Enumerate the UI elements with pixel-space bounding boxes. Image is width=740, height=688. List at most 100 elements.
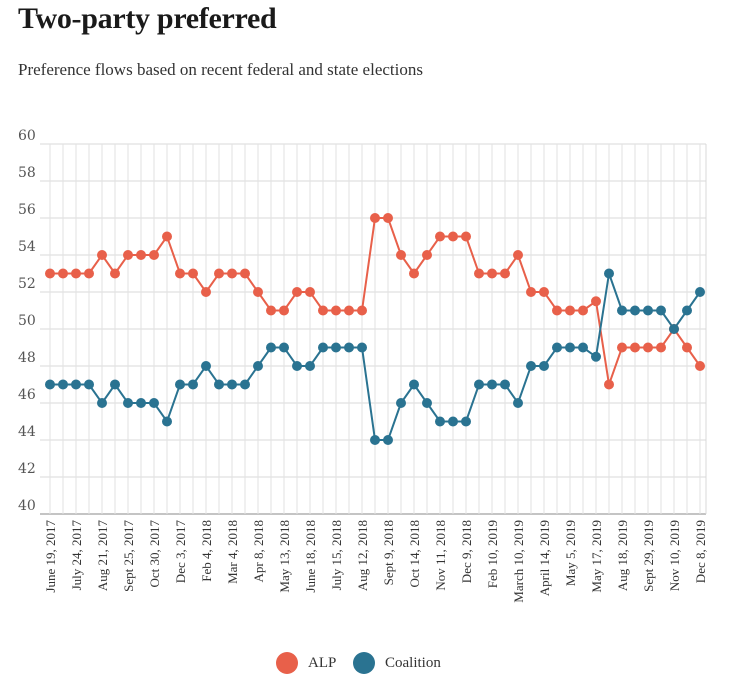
data-point-coalition xyxy=(318,342,328,353)
data-point-alp xyxy=(396,250,406,260)
data-point-coalition xyxy=(565,342,575,353)
data-point-coalition xyxy=(383,435,393,445)
data-point-coalition xyxy=(422,398,432,408)
data-point-alp xyxy=(110,268,120,279)
data-point-alp xyxy=(461,231,471,242)
x-tick-label: Aug 12, 2018 xyxy=(355,520,370,591)
x-tick-label: Dec 3, 2017 xyxy=(173,520,188,584)
data-point-coalition xyxy=(136,398,146,408)
y-tick-label: 40 xyxy=(18,498,36,514)
x-tick-label: July 15, 2018 xyxy=(329,520,344,590)
data-point-coalition xyxy=(331,342,341,353)
data-point-coalition xyxy=(656,305,666,316)
data-point-coalition xyxy=(240,379,250,390)
chart-title: Two-party preferred xyxy=(18,2,277,35)
data-point-coalition xyxy=(461,416,471,427)
data-point-alp xyxy=(409,268,419,279)
x-tick-label: March 10, 2019 xyxy=(511,520,526,603)
data-point-coalition xyxy=(357,342,367,353)
data-point-coalition xyxy=(201,361,211,371)
x-tick-label: Apr 8, 2018 xyxy=(251,520,266,582)
data-point-alp xyxy=(149,250,159,260)
data-point-alp xyxy=(526,287,536,297)
x-tick-label: Sept 25, 2017 xyxy=(121,520,136,592)
data-point-coalition xyxy=(58,379,68,390)
data-point-alp xyxy=(604,379,614,390)
x-tick-label: July 24, 2017 xyxy=(69,520,84,591)
data-point-alp xyxy=(84,268,94,279)
data-point-coalition xyxy=(253,361,263,371)
data-point-alp xyxy=(578,305,588,316)
x-tick-label: Nov 10, 2019 xyxy=(667,520,682,591)
data-point-coalition xyxy=(500,379,510,390)
data-point-alp xyxy=(136,250,146,260)
legend-item-coalition: Coalition xyxy=(353,652,441,674)
data-point-alp xyxy=(383,213,393,223)
data-point-coalition xyxy=(110,379,120,390)
data-point-coalition xyxy=(149,398,159,408)
data-point-coalition xyxy=(630,305,640,316)
y-tick-label: 52 xyxy=(18,276,36,292)
x-tick-label: Oct 30, 2017 xyxy=(147,520,162,588)
legend-swatch-coalition xyxy=(353,652,375,674)
data-point-alp xyxy=(487,268,497,279)
y-tick-label: 60 xyxy=(18,128,36,144)
data-point-coalition xyxy=(188,379,198,390)
data-point-coalition xyxy=(227,379,237,390)
data-point-alp xyxy=(45,268,55,279)
data-point-coalition xyxy=(526,361,536,371)
data-point-alp xyxy=(58,268,68,279)
legend: ALP Coalition xyxy=(0,650,740,678)
y-tick-label: 48 xyxy=(18,350,36,366)
data-point-coalition xyxy=(682,305,692,316)
data-point-coalition xyxy=(344,342,354,353)
x-tick-label: Aug 21, 2017 xyxy=(95,520,110,592)
data-point-alp xyxy=(656,342,666,353)
data-point-alp xyxy=(253,287,263,297)
x-tick-label: April 14, 2019 xyxy=(537,520,552,596)
data-point-alp xyxy=(123,250,133,260)
y-tick-label: 50 xyxy=(18,313,36,329)
chart-subtitle: Preference flows based on recent federal… xyxy=(18,60,423,79)
x-tick-label: May 5, 2019 xyxy=(563,520,578,586)
x-tick-label: Sept 9, 2018 xyxy=(381,520,396,585)
x-tick-label: Dec 8, 2019 xyxy=(693,520,708,583)
data-point-coalition xyxy=(643,305,653,316)
data-point-alp xyxy=(162,231,172,242)
data-point-alp xyxy=(266,305,276,316)
data-point-alp xyxy=(370,213,380,223)
data-point-coalition xyxy=(123,398,133,408)
data-point-alp xyxy=(513,250,523,260)
data-point-coalition xyxy=(175,379,185,390)
data-point-alp xyxy=(539,287,549,297)
data-point-coalition xyxy=(266,342,276,353)
data-point-alp xyxy=(318,305,328,316)
data-point-coalition xyxy=(71,379,81,390)
x-tick-label: Aug 18, 2019 xyxy=(615,520,630,591)
data-point-coalition xyxy=(97,398,107,408)
data-point-alp xyxy=(188,268,198,279)
data-point-coalition xyxy=(591,351,601,362)
data-point-coalition xyxy=(305,361,315,371)
data-point-coalition xyxy=(474,379,484,390)
x-tick-label: Oct 14, 2018 xyxy=(407,520,422,588)
data-point-alp xyxy=(227,268,237,279)
data-point-coalition xyxy=(448,416,458,427)
data-point-coalition xyxy=(617,305,627,316)
data-point-alp xyxy=(344,305,354,316)
data-point-coalition xyxy=(162,416,172,427)
data-point-alp xyxy=(695,361,705,371)
data-point-alp xyxy=(357,305,367,316)
data-point-alp xyxy=(591,296,601,307)
data-point-alp xyxy=(422,250,432,260)
data-point-coalition xyxy=(409,379,419,390)
data-point-alp xyxy=(643,342,653,353)
data-point-alp xyxy=(305,287,315,297)
data-point-alp xyxy=(630,342,640,353)
data-point-alp xyxy=(240,268,250,279)
y-tick-label: 54 xyxy=(18,239,36,255)
data-point-coalition xyxy=(578,342,588,353)
data-point-alp xyxy=(448,231,458,242)
y-tick-label: 46 xyxy=(18,387,36,403)
